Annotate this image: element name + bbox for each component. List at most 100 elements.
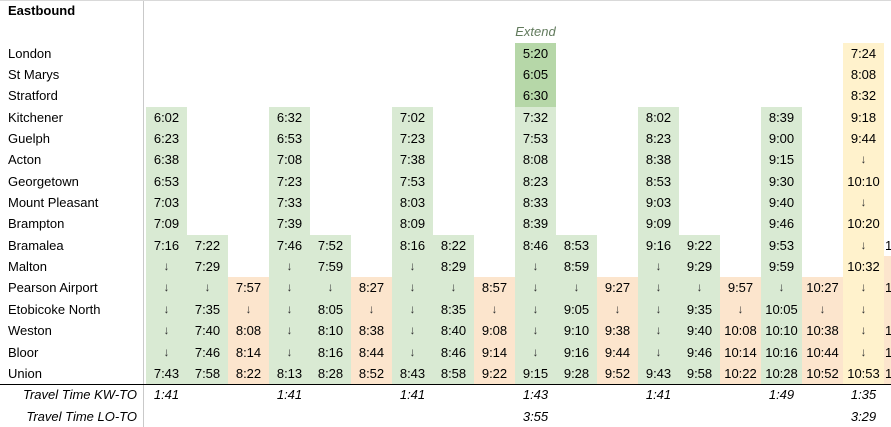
station-label[interactable]: St Marys xyxy=(8,67,60,83)
travel-time-kw-value[interactable]: 1:49 xyxy=(768,387,795,403)
cutoff-partial-time[interactable]: 1 xyxy=(885,344,891,360)
time-cell[interactable]: 7:52 xyxy=(310,234,351,257)
time-cell[interactable]: 7:39 xyxy=(269,213,310,235)
time-cell[interactable]: 7:33 xyxy=(269,192,310,214)
time-cell[interactable]: 9:58 xyxy=(679,362,720,385)
cutoff-partial-time[interactable]: 1 xyxy=(885,237,891,253)
skip-arrow-cell[interactable]: ↓ xyxy=(843,341,884,363)
time-cell[interactable]: 8:53 xyxy=(556,234,597,257)
time-cell[interactable]: 6:32 xyxy=(269,106,310,129)
skip-arrow-cell[interactable]: ↓ xyxy=(187,277,228,299)
time-cell[interactable]: 7:22 xyxy=(187,234,228,257)
cutoff-column-cell[interactable] xyxy=(884,256,891,278)
time-cell[interactable]: 6:53 xyxy=(269,128,310,150)
time-cell[interactable]: 9:14 xyxy=(474,341,515,363)
time-cell[interactable]: 9:10 xyxy=(556,320,597,342)
station-label[interactable]: Bloor xyxy=(8,344,39,360)
time-cell[interactable]: 8:53 xyxy=(638,170,679,193)
skip-arrow-cell[interactable]: ↓ xyxy=(474,298,515,321)
time-cell[interactable]: 9:57 xyxy=(720,277,761,299)
skip-arrow-cell[interactable]: ↓ xyxy=(392,320,433,342)
cutoff-column-cell[interactable] xyxy=(884,277,891,299)
time-cell[interactable]: 7:03 xyxy=(146,192,187,214)
time-cell[interactable]: 8:43 xyxy=(392,362,433,385)
time-cell[interactable]: 8:40 xyxy=(433,320,474,342)
time-cell[interactable]: 8:03 xyxy=(392,192,433,214)
time-cell[interactable]: 10:05 xyxy=(761,298,802,321)
time-cell[interactable]: 9:35 xyxy=(679,298,720,321)
time-cell[interactable]: 6:53 xyxy=(146,170,187,193)
time-cell[interactable]: 9:16 xyxy=(638,234,679,257)
time-cell[interactable]: 8:52 xyxy=(351,362,392,385)
time-cell[interactable]: 7:46 xyxy=(269,234,310,257)
skip-arrow-cell[interactable]: ↓ xyxy=(515,298,556,321)
time-cell[interactable]: 9:43 xyxy=(638,362,679,385)
time-cell[interactable]: 9:38 xyxy=(597,320,638,342)
time-cell[interactable]: 10:44 xyxy=(802,341,843,363)
travel-time-kw-value[interactable]: 1:41 xyxy=(153,387,180,403)
time-cell[interactable]: 7:57 xyxy=(228,277,269,299)
time-cell[interactable]: 9:03 xyxy=(638,192,679,214)
time-cell[interactable]: 9:46 xyxy=(679,341,720,363)
skip-arrow-cell[interactable]: ↓ xyxy=(351,298,392,321)
skip-arrow-cell[interactable]: ↓ xyxy=(638,341,679,363)
skip-arrow-cell[interactable]: ↓ xyxy=(843,298,884,321)
skip-arrow-cell[interactable]: ↓ xyxy=(146,256,187,278)
time-cell[interactable]: 8:57 xyxy=(474,277,515,299)
time-cell[interactable]: 9:00 xyxy=(761,128,802,150)
time-cell[interactable]: 8:23 xyxy=(638,128,679,150)
station-label[interactable]: Mount Pleasant xyxy=(8,195,99,211)
time-cell[interactable]: 6:02 xyxy=(146,106,187,129)
time-cell[interactable]: 8:22 xyxy=(228,362,269,385)
time-cell[interactable]: 10:16 xyxy=(761,341,802,363)
time-cell[interactable]: 8:39 xyxy=(515,213,556,235)
skip-arrow-cell[interactable]: ↓ xyxy=(392,277,433,299)
skip-arrow-cell[interactable]: ↓ xyxy=(269,320,310,342)
skip-arrow-cell[interactable]: ↓ xyxy=(515,277,556,299)
time-cell[interactable]: 7:08 xyxy=(269,149,310,171)
station-label[interactable]: Union xyxy=(8,365,42,381)
cutoff-column-cell[interactable] xyxy=(884,320,891,342)
time-cell[interactable]: 7:02 xyxy=(392,106,433,129)
time-cell[interactable]: 10:08 xyxy=(720,320,761,342)
time-cell[interactable]: 7:09 xyxy=(146,213,187,235)
cutoff-column-cell[interactable] xyxy=(884,362,891,385)
time-cell[interactable]: 9:53 xyxy=(761,234,802,257)
cutoff-column-cell[interactable] xyxy=(884,341,891,363)
time-cell[interactable]: 10:53 xyxy=(843,362,884,385)
time-cell[interactable]: 10:38 xyxy=(802,320,843,342)
time-cell[interactable]: 6:38 xyxy=(146,149,187,171)
time-cell[interactable]: 9:18 xyxy=(843,106,884,129)
station-label[interactable]: Bramalea xyxy=(8,237,64,253)
time-cell[interactable]: 7:32 xyxy=(515,106,556,129)
time-cell[interactable]: 8:09 xyxy=(392,213,433,235)
time-cell[interactable]: 8:59 xyxy=(556,256,597,278)
time-cell[interactable]: 8:28 xyxy=(310,362,351,385)
time-cell[interactable]: 9:44 xyxy=(597,341,638,363)
skip-arrow-cell[interactable]: ↓ xyxy=(802,298,843,321)
time-cell[interactable]: 9:40 xyxy=(761,192,802,214)
station-label[interactable]: Kitchener xyxy=(8,109,63,125)
time-cell[interactable]: 7:46 xyxy=(187,341,228,363)
time-cell[interactable]: 10:14 xyxy=(720,341,761,363)
time-cell[interactable]: 9:44 xyxy=(843,128,884,150)
skip-arrow-cell[interactable]: ↓ xyxy=(269,256,310,278)
station-label[interactable]: Stratford xyxy=(8,88,58,104)
time-cell[interactable]: 7:59 xyxy=(310,256,351,278)
cutoff-column-cell[interactable] xyxy=(884,298,891,321)
time-cell[interactable]: 6:30 xyxy=(515,85,556,107)
time-cell[interactable]: 5:20 xyxy=(515,42,556,65)
time-cell[interactable]: 7:38 xyxy=(392,149,433,171)
skip-arrow-cell[interactable]: ↓ xyxy=(269,341,310,363)
skip-arrow-cell[interactable]: ↓ xyxy=(843,149,884,171)
time-cell[interactable]: 9:30 xyxy=(761,170,802,193)
time-cell[interactable]: 8:16 xyxy=(392,234,433,257)
time-cell[interactable]: 9:59 xyxy=(761,256,802,278)
skip-arrow-cell[interactable]: ↓ xyxy=(392,256,433,278)
skip-arrow-cell[interactable]: ↓ xyxy=(269,277,310,299)
time-cell[interactable]: 10:32 xyxy=(843,256,884,278)
cutoff-partial-time[interactable]: 1 xyxy=(885,365,891,381)
skip-arrow-cell[interactable]: ↓ xyxy=(269,298,310,321)
time-cell[interactable]: 9:08 xyxy=(474,320,515,342)
time-cell[interactable]: 8:33 xyxy=(515,192,556,214)
